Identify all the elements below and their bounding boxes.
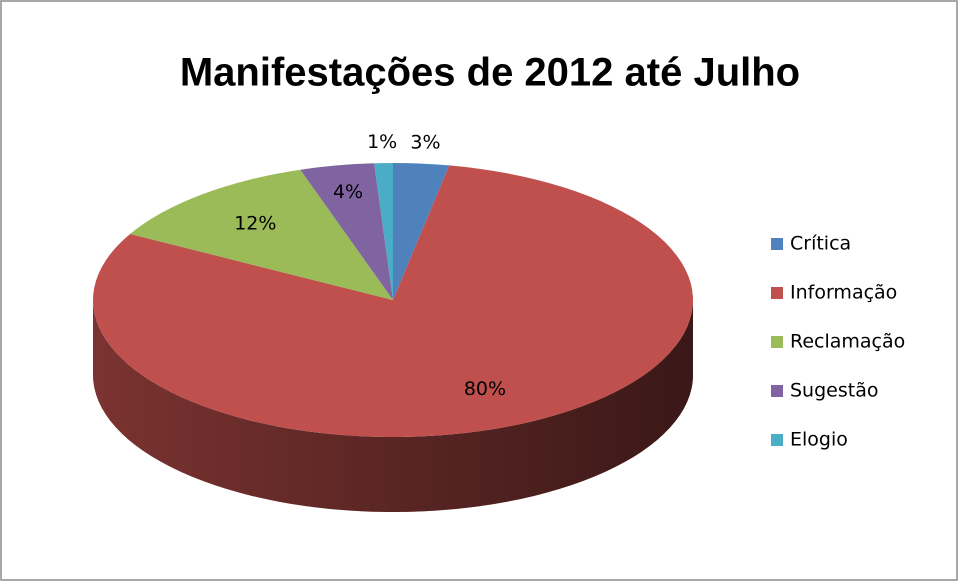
data-label: 1% <box>367 131 397 153</box>
legend-swatch <box>771 434 783 446</box>
legend-swatch <box>771 238 783 250</box>
slice <box>130 169 393 300</box>
legend-label: Reclamação <box>790 331 905 353</box>
legend-label: Elogio <box>790 429 848 451</box>
legend-label: Informação <box>790 282 897 304</box>
legend-label: Crítica <box>790 233 851 255</box>
legend-swatch <box>771 385 783 397</box>
slice <box>374 163 393 300</box>
slice <box>92 165 694 438</box>
slice <box>393 163 450 300</box>
slice <box>300 163 393 300</box>
data-label: 3% <box>410 132 440 154</box>
data-label: 80% <box>464 378 506 400</box>
data-label: 12% <box>234 212 276 234</box>
data-label: 4% <box>333 181 363 203</box>
legend-label: Sugestão <box>790 380 878 402</box>
legend-swatch <box>771 287 783 299</box>
legend-swatch <box>771 336 783 348</box>
slice-side-shade <box>93 300 693 512</box>
chart-title: Manifestações de 2012 até Julho <box>180 51 800 95</box>
